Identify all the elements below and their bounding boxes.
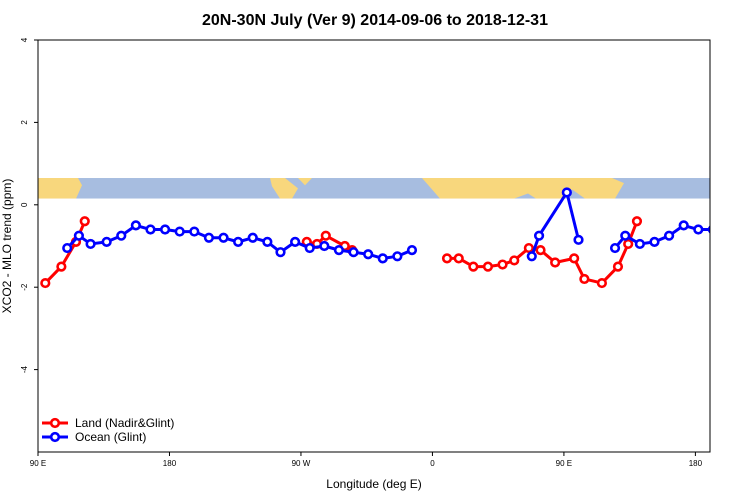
data-point: [73, 230, 85, 241]
data-point: [189, 226, 200, 237]
data-point: [79, 216, 90, 227]
legend-label: Ocean (Glint): [75, 430, 146, 444]
data-point: [561, 187, 572, 198]
data-point: [377, 253, 388, 264]
data-point: [634, 238, 645, 250]
data-point: [612, 261, 624, 272]
data-point: [130, 220, 141, 231]
data-point: [392, 251, 403, 262]
data-point: [348, 247, 359, 258]
data-point: [101, 236, 112, 247]
legend-swatch-marker: [49, 431, 61, 443]
data-point: [85, 238, 96, 250]
data-point: [550, 257, 561, 268]
data-point: [441, 253, 453, 264]
data-point: [174, 226, 185, 237]
data-point: [159, 224, 171, 235]
data-point: [623, 238, 634, 250]
data-point: [678, 220, 689, 231]
data-point: [569, 253, 580, 264]
data-point: [116, 230, 127, 241]
data-point: [453, 253, 464, 264]
map-land: [38, 178, 82, 199]
data-point: [203, 232, 215, 243]
y-axis: -4 -2 0 2 4: [20, 37, 38, 373]
y-tick-label: -2: [20, 283, 29, 291]
data-point: [333, 245, 345, 256]
y-axis-title: XCO2 - MLO trend (ppm): [0, 179, 14, 314]
series-layer: [40, 187, 710, 289]
data-point: [533, 230, 545, 241]
data-point: [247, 232, 258, 243]
data-point: [275, 247, 286, 258]
data-point: [573, 234, 584, 245]
legend-label: Land (Nadir&Glint): [75, 416, 174, 430]
legend: Land (Nadir&Glint)Ocean (Glint): [42, 416, 174, 444]
data-point: [596, 277, 607, 289]
data-point: [406, 245, 418, 256]
x-tick-label: 90 E: [30, 459, 46, 468]
y-tick-label: 2: [20, 120, 29, 125]
data-point: [497, 259, 508, 270]
series-line: [530, 190, 580, 257]
x-tick-label: 0: [430, 459, 435, 468]
y-tick-label: 4: [20, 37, 29, 42]
x-tick-label: 180: [163, 459, 177, 468]
plot-frame: [37, 39, 711, 453]
data-point: [649, 236, 660, 247]
background-world-map-strip: [38, 178, 710, 206]
y-tick-label: -4: [20, 365, 29, 373]
legend-swatch-marker: [49, 417, 61, 429]
x-tick-label: 90 W: [292, 459, 311, 468]
data-point: [319, 240, 330, 252]
data-point: [40, 277, 51, 289]
data-point: [262, 236, 273, 247]
map-land: [422, 178, 624, 199]
chart-title: 20N-30N July (Ver 9) 2014-09-06 to 2018-…: [202, 12, 548, 29]
data-point: [304, 242, 315, 254]
x-axis-title: Longitude (deg E): [326, 477, 421, 491]
x-tick-label: 180: [689, 459, 703, 468]
data-point: [631, 216, 643, 227]
data-point: [609, 242, 621, 254]
data-point: [526, 251, 537, 262]
data-point: [693, 224, 704, 235]
x-tick-label: 90 E: [556, 459, 572, 468]
data-point: [535, 245, 546, 256]
map-land: [298, 178, 312, 186]
data-point: [363, 249, 374, 260]
data-point: [290, 236, 301, 247]
data-point: [468, 261, 479, 272]
y-tick-label: 0: [20, 202, 29, 207]
data-point: [523, 242, 534, 254]
data-point: [218, 232, 229, 243]
data-point: [509, 255, 520, 266]
x-axis: 90 E 180 90 W 0 90 E 180: [30, 452, 703, 468]
map-gap: [38, 198, 710, 206]
data-point: [663, 230, 675, 241]
data-point: [320, 230, 331, 241]
series-ocean: [62, 187, 710, 264]
data-point: [482, 261, 494, 272]
data-point: [620, 230, 631, 241]
data-point: [579, 273, 590, 285]
data-point: [145, 224, 156, 235]
map-land: [270, 178, 298, 199]
data-point: [62, 242, 73, 254]
data-point: [56, 261, 67, 272]
data-point: [233, 236, 244, 247]
